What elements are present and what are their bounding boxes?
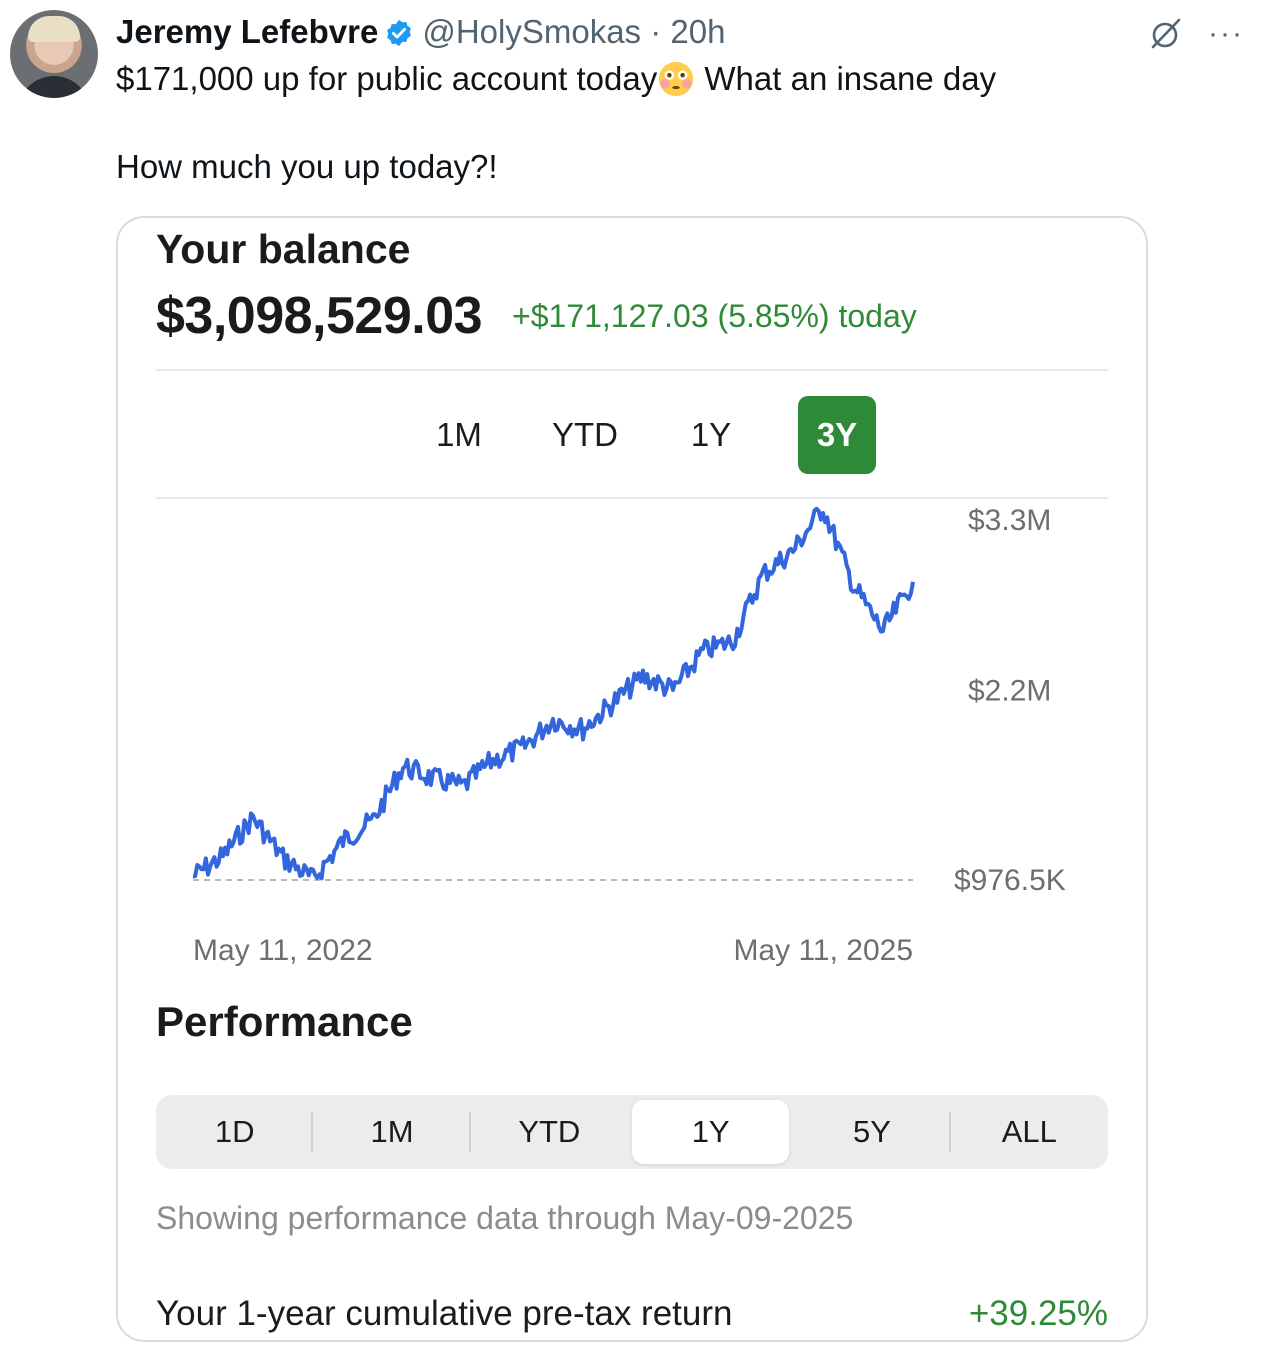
y-tick-label: $3.3M: [968, 504, 1051, 537]
range-tab-1y[interactable]: 1Y: [690, 416, 732, 453]
flushed-face-emoji-icon: [659, 61, 694, 97]
avatar[interactable]: [10, 10, 98, 98]
tweet-actions-top: ···: [1146, 14, 1244, 54]
balance-amount: $3,098,529.03: [156, 287, 483, 345]
return-label: Your 1-year cumulative pre-tax return: [156, 1294, 733, 1333]
x-start-label: May 11, 2022: [193, 934, 373, 967]
period-1m[interactable]: 1M: [313, 1100, 471, 1164]
period-1d[interactable]: 1D: [156, 1100, 314, 1164]
balance-chart: $3.3M $2.2M $976.5K May 11, 2022 May 11,…: [192, 504, 1066, 967]
period-ytd[interactable]: YTD: [518, 1114, 581, 1149]
divider: [156, 369, 1108, 371]
performance-title: Performance: [156, 998, 413, 1045]
range-tab-3y[interactable]: 3Y: [798, 396, 876, 474]
range-tabs: 1M YTD 1Y 3Y: [396, 396, 876, 474]
author-name[interactable]: Jeremy Lefebvre: [116, 13, 379, 50]
return-value: +39.25%: [968, 1294, 1108, 1333]
y-tick-label: $976.5K: [954, 864, 1066, 897]
performance-note: Showing performance data through May-09-…: [156, 1200, 854, 1236]
tweet-line-1: $171,000 up for public account today Wha…: [116, 58, 996, 100]
more-options-icon[interactable]: ···: [1208, 17, 1244, 50]
avatar-shirt: [18, 76, 90, 98]
x-end-label: May 11, 2025: [733, 934, 913, 967]
grok-icon[interactable]: [1146, 14, 1186, 54]
author-handle[interactable]: @HolySmokas: [422, 13, 642, 50]
y-tick-label: $2.2M: [968, 674, 1051, 707]
divider: [156, 497, 1108, 499]
tweet-text: $171,000 up for public account today Wha…: [116, 58, 996, 188]
tweet-line-2: How much you up today?!: [116, 148, 498, 185]
balance-title: Your balance: [156, 226, 411, 272]
balance-change: +$171,127.03 (5.85%) today: [512, 298, 917, 334]
range-tab-ytd[interactable]: YTD: [552, 416, 618, 453]
range-tab-1m[interactable]: 1M: [436, 416, 482, 453]
balance-series-line: [192, 506, 915, 881]
verified-badge-icon: [387, 19, 412, 47]
period-1y[interactable]: 1Y: [631, 1100, 790, 1164]
tweet-line-1-rest: What an insane day: [695, 60, 997, 97]
period-5y[interactable]: 5Y: [793, 1100, 951, 1164]
tweet-time[interactable]: 20h: [670, 13, 726, 50]
media-screenshot[interactable]: Your balance $3,098,529.03 +$171,127.03 …: [116, 216, 1148, 1342]
header-separator: ·: [650, 13, 662, 50]
tweet-header: Jeremy Lefebvre @HolySmokas · 20h: [116, 12, 725, 52]
performance-period-selector: 1D 1M YTD 1Y 5Y ALL: [156, 1095, 1108, 1169]
period-all[interactable]: ALL: [1001, 1114, 1057, 1149]
avatar-hair: [28, 16, 80, 42]
tweet-line-1-text: $171,000 up for public account today: [116, 60, 658, 97]
